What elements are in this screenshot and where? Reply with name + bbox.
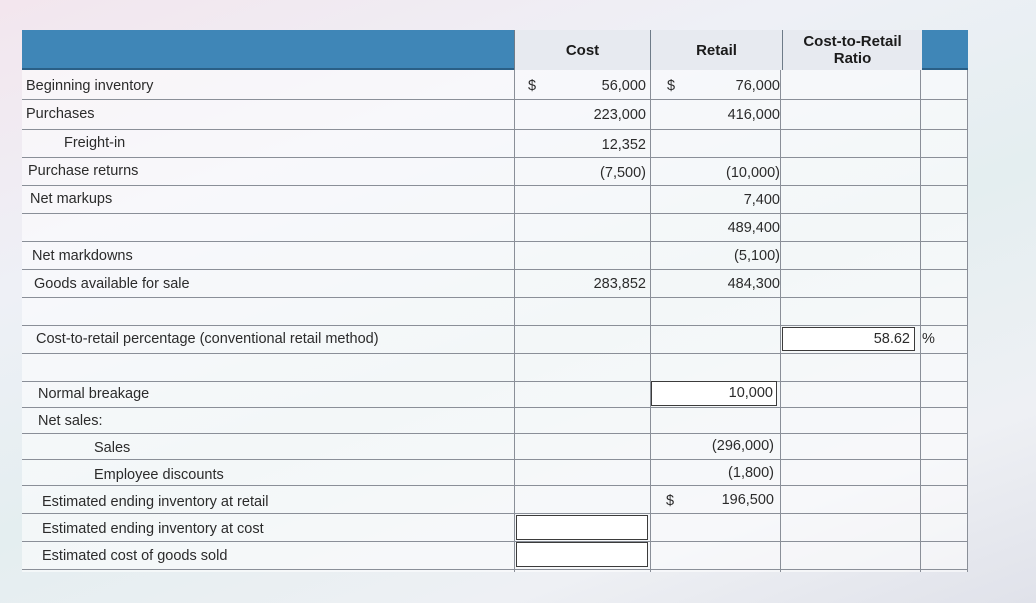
table-row	[22, 158, 968, 186]
table-row	[22, 486, 968, 514]
table-row	[22, 408, 968, 434]
table-row	[22, 214, 968, 242]
cost-column-header: Cost	[514, 30, 650, 70]
net-markdowns-retail: (5,100)	[734, 248, 780, 264]
net-markups-retail: 7,400	[743, 192, 780, 208]
percent-sign: %	[922, 331, 935, 347]
cost-to-retail-label: Cost-to-retail percentage (conventional …	[36, 331, 379, 347]
grid-line	[514, 70, 515, 572]
table-row	[22, 130, 968, 158]
subtotal-retail: 489,400	[727, 220, 780, 236]
purchases-label: Purchases	[26, 106, 95, 122]
freight-in-cost: 12,352	[601, 137, 646, 153]
table-row	[22, 382, 968, 408]
goods-available-retail: 484,300	[727, 276, 780, 292]
table-row	[22, 514, 968, 542]
ending-inventory-cost-label: Estimated ending inventory at cost	[42, 521, 264, 537]
ending-inventory-cost-input[interactable]	[516, 515, 648, 540]
retail-method-worksheet: Cost Retail Cost-to-Retail Ratio	[22, 30, 968, 572]
beginning-inventory-retail: 76,000	[735, 78, 780, 94]
ratio-header-line1: Cost-to-Retail	[803, 33, 902, 50]
sales-label: Sales	[94, 440, 131, 456]
beginning-inventory-cost-dollar: $	[528, 78, 537, 94]
normal-breakage-label: Normal breakage	[38, 386, 150, 402]
grid-line	[967, 70, 968, 572]
beginning-inventory-label: Beginning inventory	[26, 78, 154, 94]
freight-in-label: Freight-in	[64, 135, 126, 151]
employee-discounts-retail: (1,800)	[728, 465, 774, 481]
ratio-column-header: Cost-to-Retail Ratio	[782, 30, 922, 70]
cost-to-retail-ratio-input[interactable]: 58.62	[782, 327, 915, 351]
sales-retail: (296,000)	[711, 438, 774, 454]
beginning-inventory-cost: 56,000	[601, 78, 646, 94]
goods-available-label: Goods available for sale	[34, 276, 190, 292]
cogs-label: Estimated cost of goods sold	[42, 548, 228, 564]
table-row	[22, 270, 968, 298]
table-row	[22, 460, 968, 486]
retail-header-text: Retail	[696, 41, 737, 59]
table-row	[22, 186, 968, 214]
cogs-cost-input[interactable]	[516, 542, 648, 567]
ending-inventory-retail-value: 196,500	[721, 492, 774, 508]
table-row	[22, 434, 968, 460]
net-markups-label: Net markups	[30, 191, 113, 207]
cost-header-text: Cost	[565, 41, 600, 59]
cost-to-retail-ratio-value: 58.62	[873, 331, 910, 347]
grid-line	[920, 70, 921, 572]
net-sales-label: Net sales:	[38, 413, 103, 429]
normal-breakage-retail-input[interactable]: 10,000	[651, 381, 777, 406]
table-row	[22, 242, 968, 270]
purchase-returns-retail: (10,000)	[725, 165, 780, 181]
grid-line	[650, 70, 651, 572]
retail-column-header: Retail	[650, 30, 782, 70]
table-row	[22, 100, 968, 130]
beginning-inventory-retail-dollar: $	[667, 78, 676, 94]
purchases-retail: 416,000	[727, 107, 780, 123]
goods-available-cost: 283,852	[593, 276, 646, 292]
table-row	[22, 298, 968, 326]
ratio-header-line2: Ratio	[833, 50, 872, 67]
table-row	[22, 70, 968, 100]
table-row	[22, 354, 968, 382]
ending-inventory-retail-dollar: $	[666, 493, 675, 509]
ending-inventory-retail-label: Estimated ending inventory at retail	[42, 494, 269, 510]
purchase-returns-label: Purchase returns	[28, 163, 139, 179]
purchase-returns-cost: (7,500)	[600, 165, 646, 181]
table-row	[22, 542, 968, 570]
employee-discounts-label: Employee discounts	[94, 467, 224, 483]
normal-breakage-retail-value: 10,000	[728, 385, 773, 401]
net-markdowns-label: Net markdowns	[32, 248, 133, 264]
grid-line	[780, 70, 781, 572]
purchases-cost: 223,000	[593, 107, 646, 123]
table-row	[22, 326, 968, 354]
